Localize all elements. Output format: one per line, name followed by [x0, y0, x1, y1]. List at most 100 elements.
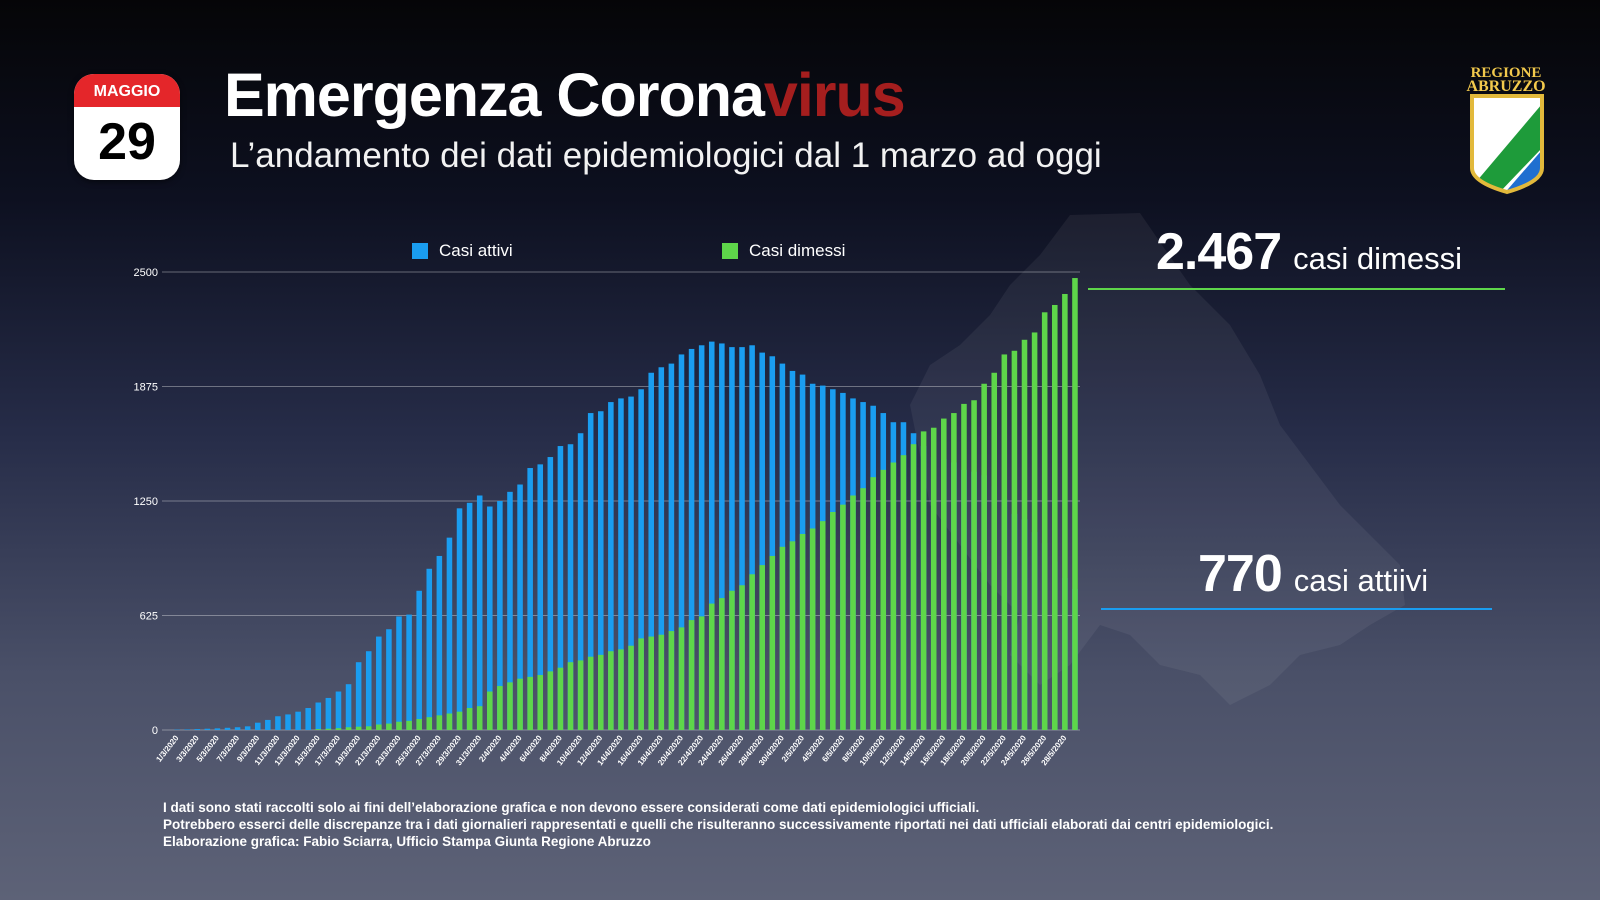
bar-discharged — [1072, 278, 1078, 730]
bar-active — [749, 345, 755, 730]
bar-discharged — [860, 488, 866, 730]
bar-discharged — [850, 495, 856, 730]
bar-active — [739, 347, 745, 730]
bar-active — [466, 502, 473, 730]
bar-discharged — [648, 636, 654, 730]
footnotes: I dati sono stati raccolti solo ai fini … — [163, 799, 1273, 850]
bar-active — [416, 590, 422, 730]
legend-swatch-active — [412, 243, 428, 259]
stat-discharged-label: casi dimessi — [1293, 241, 1462, 276]
bar-discharged — [890, 462, 897, 730]
date-calendar-badge: MAGGIO 29 — [74, 74, 180, 180]
bar-active — [345, 684, 352, 730]
bar-discharged — [446, 713, 453, 730]
bar-active — [406, 614, 412, 730]
bar-discharged — [557, 667, 564, 730]
bar-discharged — [345, 727, 352, 730]
bar-active — [285, 714, 291, 730]
bar-active — [487, 506, 493, 730]
bar-discharged — [487, 691, 493, 730]
bar-discharged — [779, 546, 786, 730]
bar-active — [507, 491, 513, 730]
bar-active — [668, 363, 675, 730]
bar-active — [658, 367, 665, 730]
bar-discharged — [910, 444, 917, 730]
bar-discharged — [739, 585, 745, 730]
bar-discharged — [1041, 312, 1048, 730]
bar-active — [305, 708, 311, 730]
y-tick-label: 625 — [140, 611, 158, 623]
bar-active — [598, 411, 604, 730]
legend-label-active: Casi attivi — [439, 241, 513, 260]
stat-active: 770 casi attiivi — [1198, 544, 1428, 604]
bar-active — [688, 348, 695, 730]
regione-abruzzo-logo: REGIONE ABRUZZO — [1462, 64, 1550, 196]
bar-discharged — [658, 634, 665, 730]
title-highlight: virus — [763, 61, 906, 129]
bar-discharged — [628, 645, 634, 730]
bar-discharged — [587, 656, 594, 730]
bar-discharged — [941, 418, 947, 730]
bar-discharged — [598, 654, 604, 730]
bar-discharged — [547, 671, 554, 730]
bar-discharged — [406, 720, 412, 730]
bar-active — [426, 568, 433, 730]
bar-active — [265, 719, 271, 730]
bar-active — [194, 729, 200, 730]
bar-active — [244, 726, 251, 730]
calendar-day: 29 — [98, 113, 156, 171]
bar-active — [517, 484, 523, 730]
bar-active — [234, 727, 241, 730]
bar-active — [456, 508, 463, 730]
bar-active — [436, 555, 443, 730]
logo-text-line2: ABRUZZO — [1466, 78, 1546, 95]
bar-active — [325, 697, 332, 730]
bar-active — [729, 347, 735, 730]
bar-active — [224, 727, 231, 730]
bar-active — [355, 662, 362, 730]
bar-discharged — [668, 631, 675, 730]
bar-discharged — [698, 616, 705, 730]
stat-active-label: casi attiivi — [1293, 563, 1429, 598]
bar-active — [638, 389, 644, 730]
bar-discharged — [880, 469, 887, 730]
y-tick-label: 2500 — [134, 267, 158, 279]
logo-text-line1: REGIONE — [1470, 65, 1542, 81]
bar-active — [527, 468, 533, 730]
bar-active — [295, 711, 301, 730]
coat-of-arms-icon — [1470, 94, 1544, 195]
bar-discharged — [638, 638, 644, 730]
bar-discharged — [466, 708, 473, 730]
page-subtitle: L’andamento dei dati epidemiologici dal … — [230, 136, 1102, 175]
bar-discharged — [396, 721, 402, 730]
bar-discharged — [981, 383, 987, 730]
bar-discharged — [971, 400, 977, 730]
bar-discharged — [517, 678, 523, 730]
bar-active — [648, 372, 654, 730]
bar-active — [769, 356, 776, 730]
bar-discharged — [476, 706, 483, 730]
bar-discharged — [315, 729, 322, 730]
legend-active: Casi attivi — [412, 241, 513, 261]
legend-label-discharged: Casi dimessi — [749, 241, 846, 260]
bar-discharged — [355, 726, 362, 730]
bar-discharged — [365, 726, 372, 730]
bar-discharged — [678, 627, 685, 730]
bar-discharged — [456, 711, 463, 730]
legend-discharged: Casi dimessi — [722, 241, 845, 261]
bar-discharged — [819, 521, 826, 730]
bar-discharged — [951, 413, 957, 730]
bar-active — [587, 413, 594, 730]
page-title: Emergenza Coronavirus — [224, 60, 906, 130]
bar-active — [396, 616, 402, 730]
bar-discharged — [1062, 293, 1068, 730]
bar-discharged — [920, 431, 927, 730]
y-tick-label: 0 — [152, 725, 158, 737]
title-main: Emergenza Corona — [224, 61, 765, 129]
bar-discharged — [608, 651, 614, 730]
y-tick-label: 1250 — [134, 496, 158, 508]
bar-discharged — [870, 477, 876, 730]
bar-discharged — [497, 686, 503, 730]
bar-discharged — [789, 541, 796, 730]
